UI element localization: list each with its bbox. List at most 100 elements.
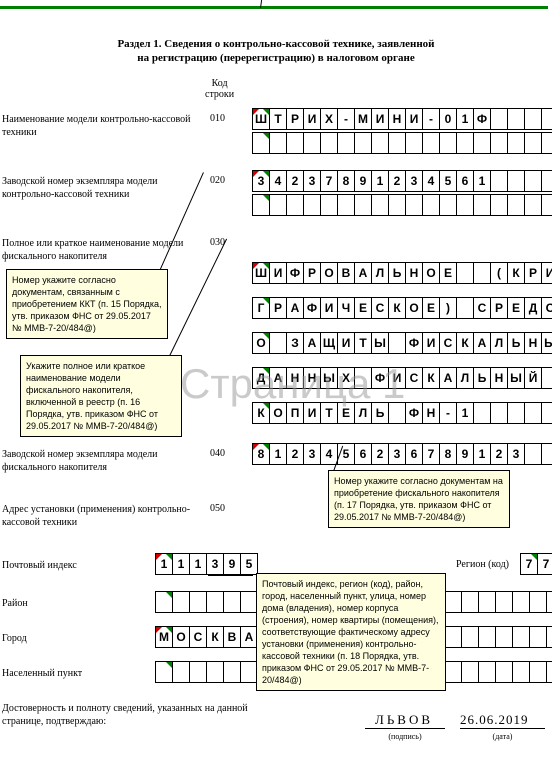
cell[interactable]: Ф xyxy=(371,367,389,389)
cell[interactable]: 1 xyxy=(371,170,389,192)
cell[interactable]: 5 xyxy=(240,553,258,575)
cell[interactable]: А xyxy=(473,332,491,354)
cell[interactable]: Р xyxy=(524,262,542,284)
cell[interactable]: 7 xyxy=(422,443,440,465)
cell[interactable] xyxy=(388,402,406,424)
cell[interactable] xyxy=(507,402,525,424)
cell[interactable] xyxy=(388,132,406,154)
cell[interactable]: И xyxy=(269,262,287,284)
cell[interactable]: 2 xyxy=(371,443,389,465)
cell[interactable] xyxy=(189,661,207,683)
cell[interactable]: В xyxy=(223,626,241,648)
cell[interactable]: И xyxy=(388,367,406,389)
cell[interactable] xyxy=(303,132,321,154)
cell[interactable] xyxy=(478,661,496,683)
cell[interactable] xyxy=(439,132,457,154)
cell[interactable] xyxy=(546,626,552,648)
cell[interactable]: Л xyxy=(490,332,508,354)
cell[interactable]: Р xyxy=(269,297,287,319)
cell[interactable] xyxy=(456,262,474,284)
cell[interactable] xyxy=(172,591,190,613)
cell[interactable] xyxy=(422,194,440,216)
cell[interactable]: Х xyxy=(320,108,338,130)
cell[interactable]: О xyxy=(422,262,440,284)
cell[interactable]: Н xyxy=(303,367,321,389)
cell[interactable] xyxy=(524,132,542,154)
cell[interactable] xyxy=(444,661,462,683)
cell[interactable] xyxy=(354,367,372,389)
cell[interactable] xyxy=(524,443,542,465)
cell[interactable] xyxy=(269,194,287,216)
cell[interactable]: 9 xyxy=(456,443,474,465)
cell[interactable]: Е xyxy=(354,297,372,319)
cell[interactable] xyxy=(524,108,542,130)
cell[interactable] xyxy=(546,591,552,613)
cell[interactable]: 1 xyxy=(473,443,491,465)
cell[interactable]: К xyxy=(252,402,270,424)
cell[interactable] xyxy=(461,661,479,683)
cell[interactable]: Ы xyxy=(371,332,389,354)
cell[interactable]: Ф xyxy=(286,262,304,284)
cell[interactable] xyxy=(172,661,190,683)
cell[interactable]: И xyxy=(405,108,423,130)
cell[interactable]: 3 xyxy=(252,170,270,192)
cell[interactable] xyxy=(546,661,552,683)
cell[interactable] xyxy=(439,194,457,216)
cell[interactable]: К xyxy=(422,367,440,389)
cell[interactable] xyxy=(388,332,406,354)
cell[interactable]: Й xyxy=(524,367,542,389)
cell[interactable]: 1 xyxy=(456,108,474,130)
cell[interactable] xyxy=(529,591,547,613)
cell[interactable]: Д xyxy=(252,367,270,389)
cell[interactable]: Р xyxy=(490,297,508,319)
cell[interactable]: 1 xyxy=(456,402,474,424)
cell[interactable]: Ы xyxy=(320,367,338,389)
cell[interactable]: 7 xyxy=(537,553,552,575)
cell[interactable]: А xyxy=(354,262,372,284)
cell[interactable] xyxy=(524,170,542,192)
cell[interactable]: 3 xyxy=(303,443,321,465)
cell[interactable] xyxy=(269,132,287,154)
cell[interactable]: А xyxy=(303,332,321,354)
cell[interactable] xyxy=(541,170,552,192)
cell[interactable]: Н xyxy=(388,108,406,130)
cell[interactable] xyxy=(252,194,270,216)
cell[interactable]: 3 xyxy=(388,443,406,465)
cell[interactable]: 8 xyxy=(337,170,355,192)
cell[interactable] xyxy=(541,402,552,424)
cell[interactable]: Ч xyxy=(337,297,355,319)
cell[interactable]: О xyxy=(252,332,270,354)
cell[interactable]: А xyxy=(269,367,287,389)
cell[interactable]: 1 xyxy=(189,553,207,575)
cell[interactable] xyxy=(461,626,479,648)
cell[interactable]: А xyxy=(439,367,457,389)
cell[interactable]: 0 xyxy=(439,108,457,130)
cell[interactable] xyxy=(490,108,508,130)
cell[interactable]: ( xyxy=(490,262,508,284)
cell[interactable]: Ф xyxy=(473,108,491,130)
cell[interactable]: Н xyxy=(422,402,440,424)
cell[interactable]: Н xyxy=(405,262,423,284)
cell[interactable]: Е xyxy=(422,297,440,319)
cell[interactable]: О xyxy=(172,626,190,648)
cell[interactable] xyxy=(490,132,508,154)
cell[interactable]: И xyxy=(541,262,552,284)
cell[interactable]: 1 xyxy=(172,553,190,575)
cell[interactable]: Л xyxy=(354,402,372,424)
cell[interactable]: 1 xyxy=(269,443,287,465)
cell[interactable] xyxy=(507,170,525,192)
cell[interactable]: 5 xyxy=(439,170,457,192)
cell[interactable]: Е xyxy=(337,402,355,424)
cell[interactable]: 6 xyxy=(405,443,423,465)
cell[interactable]: 2 xyxy=(490,443,508,465)
cell[interactable] xyxy=(189,591,207,613)
cell[interactable]: Ь xyxy=(371,402,389,424)
cell[interactable]: Ь xyxy=(473,367,491,389)
cell[interactable]: - xyxy=(422,108,440,130)
cell[interactable]: И xyxy=(303,402,321,424)
cell[interactable]: П xyxy=(286,402,304,424)
cell[interactable] xyxy=(286,194,304,216)
cell[interactable] xyxy=(371,194,389,216)
cell[interactable] xyxy=(473,194,491,216)
cell[interactable] xyxy=(354,132,372,154)
